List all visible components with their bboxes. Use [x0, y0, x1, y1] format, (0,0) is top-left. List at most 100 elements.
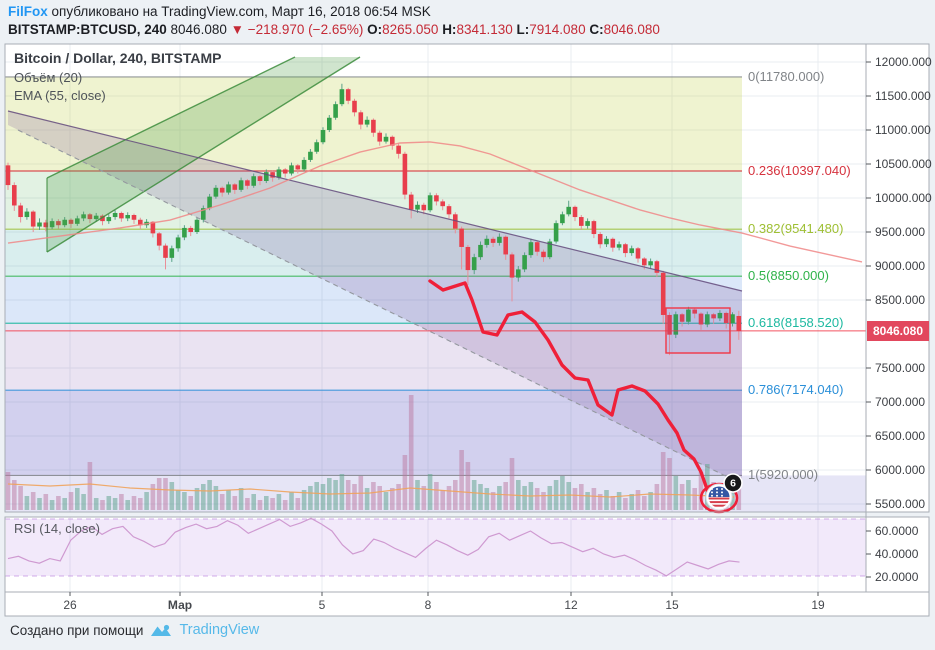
- candle-body: [327, 117, 332, 130]
- candle-body: [333, 104, 338, 118]
- last-price: 8046.080: [170, 22, 227, 37]
- volume-bar: [106, 496, 112, 510]
- volume-bar: [579, 484, 584, 510]
- price-tick-label: 9000.000: [875, 259, 926, 273]
- close-label: C:: [589, 22, 604, 37]
- volume-bar: [333, 480, 338, 510]
- channel-lower-line: [46, 56, 361, 253]
- candle-body: [100, 215, 105, 222]
- price-tick-label: 12000.000: [875, 55, 932, 69]
- marker-count-text: 6: [730, 478, 736, 490]
- rsi-legend[interactable]: RSI (14, close): [14, 521, 100, 536]
- volume-bar: [371, 482, 376, 510]
- candle-body: [453, 214, 458, 229]
- candle-body: [623, 244, 628, 254]
- time-tick-label: 15: [665, 598, 679, 612]
- volume-bar: [257, 500, 263, 510]
- candle-body: [43, 222, 49, 228]
- volume-bar: [24, 496, 30, 510]
- price-tick-label: 5500.000: [875, 497, 926, 511]
- price-tick-label: 9500.000: [875, 225, 926, 239]
- chart-legend-volume[interactable]: Объём (20): [14, 70, 83, 85]
- chart-legend-ema[interactable]: EMA (55, close): [14, 88, 106, 103]
- open-label: O:: [367, 22, 383, 37]
- candle-body: [698, 313, 704, 325]
- candle-body: [320, 130, 326, 143]
- candle-body: [528, 242, 534, 256]
- candle-body: [12, 185, 17, 206]
- price-tick-label: 8500.000: [875, 293, 926, 307]
- fib-level-label: 0.618(8158.520): [748, 315, 844, 331]
- candle-body: [257, 176, 263, 181]
- volume-bar: [648, 492, 653, 510]
- volume-bar: [597, 494, 603, 510]
- volume-bar: [289, 492, 294, 510]
- candle-body: [478, 244, 483, 258]
- volume-bar: [730, 490, 735, 510]
- tradingview-brand-link[interactable]: TradingView: [179, 622, 260, 638]
- candle-body: [440, 201, 445, 207]
- volume-bar: [377, 486, 382, 510]
- volume-bar: [396, 484, 401, 510]
- price-tick-label: 6000.000: [875, 463, 926, 477]
- candle-body: [282, 169, 288, 174]
- candle-body: [723, 312, 729, 324]
- volume-bar: [736, 486, 742, 510]
- volume-bar: [37, 498, 42, 510]
- candle-body: [390, 136, 395, 146]
- price-tick-label: 10000.000: [875, 191, 932, 205]
- chart-legend-title[interactable]: Bitcoin / Dollar, 240, BITSTAMP: [14, 50, 222, 66]
- high-value: 8341.130: [456, 22, 513, 37]
- author-link[interactable]: FilFox: [8, 4, 48, 19]
- candle-body: [597, 234, 603, 245]
- volume-bar: [560, 476, 565, 510]
- candle-body: [503, 236, 508, 255]
- candle-body: [352, 100, 357, 113]
- ema-line: [7, 141, 863, 263]
- volume-bar: [383, 492, 389, 510]
- price-tick-label: 6500.000: [875, 429, 926, 443]
- flag-star-dot: [711, 491, 713, 494]
- time-axis-bg: [5, 592, 929, 616]
- candle-body: [497, 236, 502, 243]
- volume-bar: [12, 480, 17, 510]
- candle-body: [150, 221, 156, 234]
- volume-bar: [314, 482, 319, 510]
- candle-body: [572, 206, 578, 218]
- volume-bar: [547, 486, 553, 510]
- candle-body: [509, 254, 515, 278]
- candle-body: [289, 165, 294, 174]
- marker-count-badge[interactable]: [723, 473, 743, 493]
- candle-body: [358, 112, 364, 125]
- candle-body: [541, 251, 546, 258]
- candle-body: [534, 242, 540, 252]
- high-label: H:: [442, 22, 457, 37]
- time-tick-label: 12: [564, 598, 578, 612]
- candle-body: [490, 238, 496, 243]
- candle-body: [642, 258, 647, 266]
- volume-bar: [182, 492, 187, 510]
- volume-bar: [169, 482, 175, 510]
- candle-body: [484, 238, 490, 245]
- volume-bar: [497, 486, 502, 510]
- volume-bar: [364, 488, 370, 510]
- volume-bar: [194, 488, 200, 510]
- time-tick-label: 26: [63, 598, 77, 612]
- candle-body: [251, 176, 256, 186]
- volume-bar: [408, 395, 414, 510]
- tradingview-logo-icon[interactable]: [150, 623, 172, 638]
- volume-bar: [245, 498, 250, 510]
- candle-body: [270, 172, 275, 178]
- candle-body: [62, 219, 67, 226]
- candle-body: [314, 142, 319, 152]
- fib-level-label: 0.382(9541.480): [748, 221, 844, 237]
- volume-bar: [471, 480, 477, 510]
- volume-bar: [345, 480, 351, 510]
- volume-bar: [453, 480, 458, 510]
- candle-body: [207, 196, 212, 209]
- main-pane-bg[interactable]: [5, 44, 929, 512]
- candle-body: [471, 257, 477, 271]
- candle-body: [112, 212, 118, 218]
